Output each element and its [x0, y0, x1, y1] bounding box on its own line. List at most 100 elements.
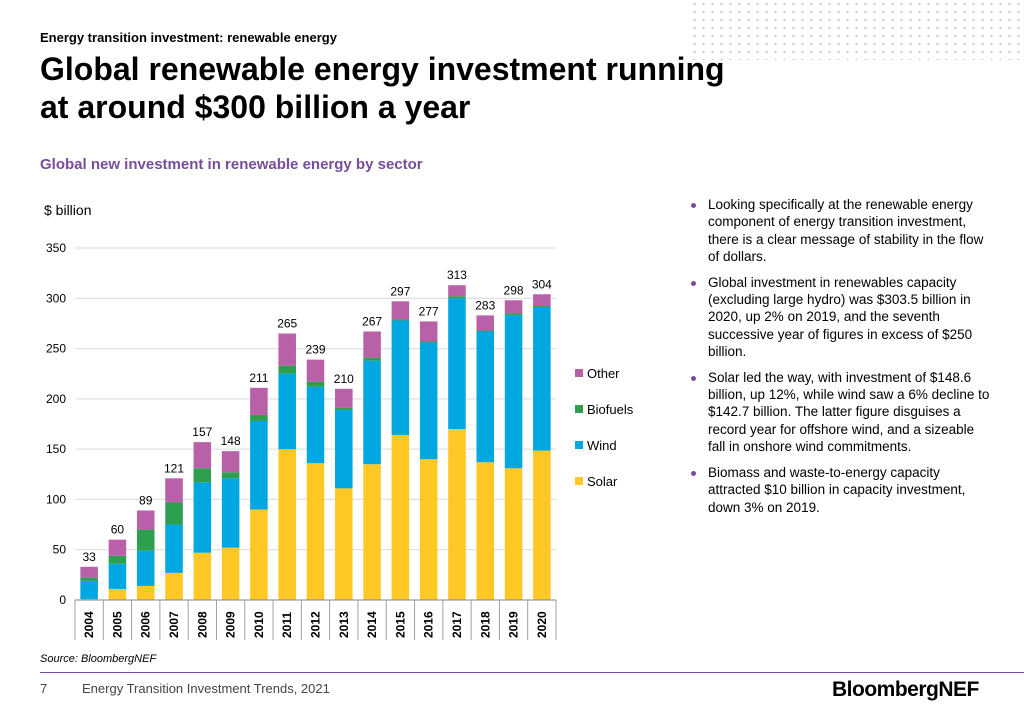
x-tick-label: 2017 [450, 611, 464, 638]
bullet-dot-icon [691, 470, 696, 476]
bar-total-label: 60 [111, 523, 125, 537]
bar-segment-wind [80, 580, 98, 599]
bar-total-label: 265 [277, 316, 297, 330]
bar-segment-other [533, 294, 551, 307]
bar-segment-solar [80, 598, 98, 600]
bullet-text: Looking specifically at the renewable en… [708, 197, 984, 265]
page-number: 7 [40, 681, 48, 696]
footer-divider [40, 672, 1024, 673]
x-tick-label: 2010 [252, 611, 266, 638]
bar-segment-other [391, 301, 410, 320]
bar-total-label: 267 [362, 314, 382, 328]
bar-segment-solar [363, 464, 381, 600]
bullet-text: Biomass and waste-to-energy capacity att… [708, 464, 966, 515]
bar-segment-biofuels [504, 313, 523, 316]
legend-label-wind: Wind [587, 438, 617, 453]
legend-swatch-wind [575, 441, 583, 449]
bar-total-label: 283 [475, 298, 495, 312]
bar-total-label: 277 [419, 304, 439, 318]
bullet-text: Solar led the way, with investment of $1… [708, 369, 990, 455]
bar-total-label: 298 [504, 283, 524, 297]
x-tick-label: 2020 [535, 611, 549, 638]
x-tick-label: 2009 [224, 611, 238, 638]
bar-segment-wind [193, 482, 212, 553]
report-title: Energy Transition Investment Trends, 202… [82, 681, 330, 696]
bar-segment-biofuels [165, 502, 183, 525]
bar-total-label: 89 [139, 493, 153, 507]
bar-segment-wind [306, 386, 325, 464]
bullet-dot-icon [691, 203, 696, 208]
legend-label-other: Other [587, 366, 620, 381]
legend-swatch-solar [575, 477, 583, 485]
bar-segment-other [476, 315, 495, 331]
x-tick-label: 2018 [478, 611, 492, 638]
bar-segment-wind [391, 320, 410, 436]
x-tick-label: 2015 [393, 611, 407, 638]
bar-segment-other [448, 285, 466, 297]
bar-segment-other [335, 388, 353, 408]
bar-segment-biofuels [391, 319, 410, 321]
y-tick-label: 250 [46, 342, 66, 356]
bar-segment-biofuels [419, 341, 438, 343]
bar-segment-biofuels [363, 357, 381, 361]
x-tick-label: 2012 [309, 611, 323, 638]
bar-total-label: 33 [82, 550, 96, 564]
bar-segment-solar [250, 509, 268, 600]
y-tick-label: 300 [46, 291, 66, 305]
bar-segment-solar [278, 449, 296, 600]
chart-title: Global new investment in renewable energ… [40, 156, 423, 173]
bullet-item: Looking specifically at the renewable en… [690, 196, 990, 266]
bar-segment-other [136, 510, 155, 530]
x-tick-label: 2016 [422, 611, 436, 638]
bar-segment-wind [448, 298, 466, 430]
bar-segment-wind [165, 524, 183, 573]
bullet-dot-icon [691, 280, 696, 286]
bar-segment-other [221, 451, 240, 473]
bar-segment-biofuels [193, 468, 212, 483]
chart-source: Source: BloombergNEF [40, 653, 157, 665]
bar-segment-wind [108, 563, 127, 589]
bar-segment-solar [193, 552, 212, 600]
bar-segment-wind [419, 342, 438, 460]
bar-segment-solar [504, 468, 523, 600]
bar-segment-solar [419, 459, 438, 600]
bar-segment-solar [221, 547, 240, 600]
bar-segment-solar [476, 462, 495, 600]
legend-label-solar: Solar [587, 474, 618, 489]
bar-segment-solar [391, 435, 410, 600]
bar-segment-wind [504, 315, 523, 469]
bar-segment-biofuels [306, 381, 325, 387]
y-tick-label: 150 [46, 442, 66, 456]
y-tick-label: 200 [46, 392, 66, 406]
bullet-text: Global investment in renewables capacity… [708, 274, 973, 360]
x-tick-label: 2014 [365, 611, 379, 638]
bloombergnef-logo: BloombergNEF [832, 678, 979, 701]
bullet-dot-icon [691, 375, 696, 381]
bar-total-label: 313 [447, 268, 467, 282]
x-tick-label: 2008 [195, 611, 209, 638]
x-tick-label: 2007 [167, 611, 181, 638]
x-tick-label: 2005 [110, 611, 124, 638]
bar-segment-wind [533, 307, 551, 451]
bar-segment-wind [278, 373, 296, 450]
bar-segment-biofuels [136, 529, 155, 551]
bar-segment-other [419, 321, 438, 342]
bar-segment-biofuels [335, 407, 353, 410]
bar-segment-biofuels [221, 472, 240, 479]
bar-segment-wind [136, 550, 155, 586]
bar-segment-wind [476, 331, 495, 463]
bullet-item: Biomass and waste-to-energy capacity att… [690, 464, 990, 516]
bar-total-label: 304 [532, 277, 552, 291]
bar-segment-other [504, 300, 523, 314]
decorative-dot-grid [690, 0, 1024, 60]
x-tick-label: 2004 [82, 611, 96, 638]
bar-segment-biofuels [533, 306, 551, 308]
bar-segment-other [108, 539, 127, 556]
bar-segment-solar [108, 588, 127, 600]
bar-total-label: 148 [221, 434, 241, 448]
bar-segment-wind [335, 409, 353, 489]
bar-total-label: 210 [334, 372, 354, 386]
bar-segment-biofuels [476, 330, 495, 332]
section-kicker: Energy transition investment: renewable … [40, 30, 337, 45]
